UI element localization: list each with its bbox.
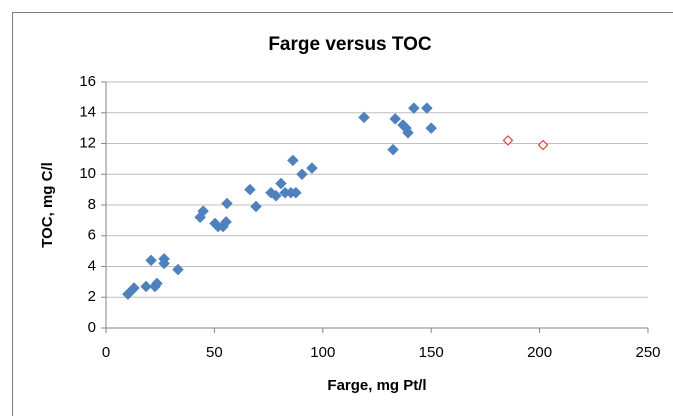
y-tick-label: 4 [88,257,96,274]
point [287,154,299,167]
y-tick-label: 14 [79,104,96,121]
point [421,102,433,114]
point [172,263,184,276]
point [408,102,420,114]
point [425,122,438,134]
point [402,126,414,139]
y-tick-label: 2 [88,288,96,305]
y-tick-label: 8 [88,196,96,213]
y-tick-label: 10 [79,165,96,182]
y-tick-label: 16 [79,73,96,90]
point [290,186,302,199]
y-tick-label: 0 [88,319,96,336]
point [387,143,399,156]
point [250,200,262,213]
point [244,183,256,196]
chart-title: Farge versus TOC [268,34,432,55]
point [270,189,282,202]
x-tick-label: 250 [635,344,660,361]
y-tick-label: 12 [79,134,96,151]
point [151,277,163,290]
x-tick-label: 50 [206,344,223,361]
point [389,113,402,125]
x-tick-label: 200 [527,344,552,361]
point [296,168,308,181]
point [221,197,233,210]
point [197,205,209,218]
x-axis-label: Farge, mg Pt/l [327,377,426,394]
x-tick-label: 100 [310,344,335,361]
y-tick-label: 6 [88,227,96,244]
point [358,111,370,124]
point [537,139,549,151]
point [140,280,152,293]
point [220,216,232,228]
point [306,162,318,174]
point [128,282,140,294]
y-axis-label: TOC, mg C/l [39,162,56,248]
chart-border [12,12,673,416]
x-tick-label: 150 [419,344,444,361]
point [145,254,157,267]
point [275,177,287,190]
point [502,135,514,146]
point [158,257,170,270]
x-tick-label: 0 [102,344,110,361]
